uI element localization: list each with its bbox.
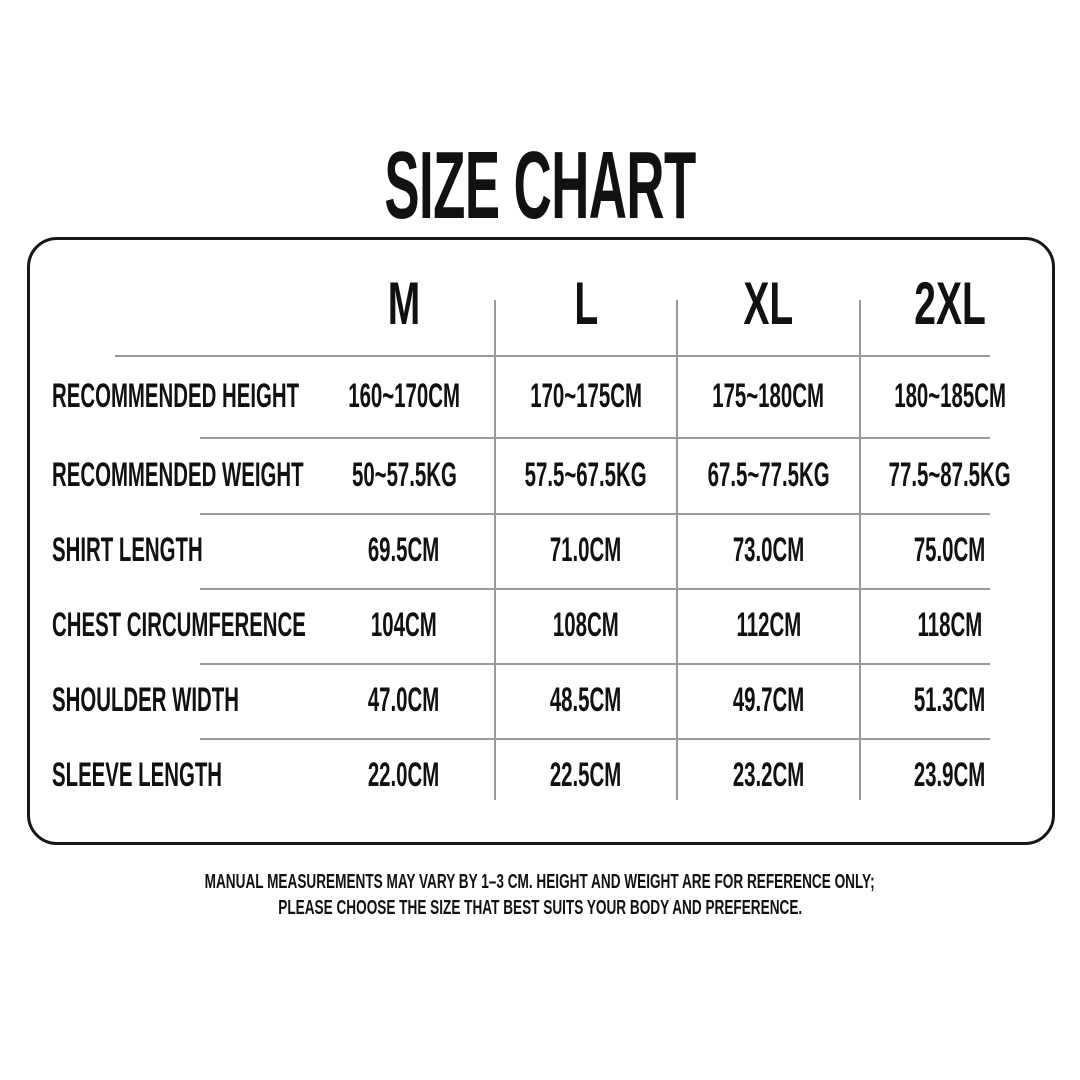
row-divider-line xyxy=(200,437,990,439)
cell-value: 23.9CM xyxy=(914,755,986,794)
row-label-sleeve-length: SLEEVE LENGTH xyxy=(30,738,313,812)
row-divider-line xyxy=(200,513,990,515)
cell-value: 22.5CM xyxy=(550,755,622,794)
page-title: SIZE CHART xyxy=(0,138,1080,234)
row-label-chest-circumference: CHEST CIRCUMFERENCE xyxy=(30,588,313,663)
column-divider-line xyxy=(494,300,496,800)
cell-value: 75.0CM xyxy=(914,531,986,569)
column-divider-line xyxy=(676,300,678,800)
row-divider-line xyxy=(200,738,990,740)
cell-value: 71.0CM xyxy=(550,531,622,569)
column-header-2xl: 2XL xyxy=(860,240,1040,355)
column-header-xl-label: XL xyxy=(743,270,794,337)
cell-value: 112CM xyxy=(736,606,801,644)
row-label-text: SHIRT LENGTH xyxy=(52,531,203,569)
column-header-m: M xyxy=(313,240,495,355)
footnote-line-2-text: PLEASE CHOOSE THE SIZE THAT BEST SUITS Y… xyxy=(278,897,802,919)
cell-shoulder-2xl: 51.3CM xyxy=(860,663,1040,738)
cell-weight-xl: 67.5~77.5KG xyxy=(677,437,860,513)
footnote: MANUAL MEASUREMENTS MAY VARY BY 1–3 CM. … xyxy=(0,869,1080,921)
cell-shirt-length-l: 71.0CM xyxy=(495,513,677,588)
cell-value: 57.5~67.5KG xyxy=(525,455,647,494)
cell-value: 48.5CM xyxy=(550,681,622,719)
cell-value: 160~170CM xyxy=(348,376,460,415)
row-label-text: CHEST CIRCUMFERENCE xyxy=(52,606,306,644)
row-label-recommended-height: RECOMMENDED HEIGHT xyxy=(30,355,313,437)
column-header-l: L xyxy=(495,240,677,355)
cell-chest-2xl: 118CM xyxy=(860,588,1040,663)
cell-value: 180~185CM xyxy=(894,376,1006,415)
column-header-l-label: L xyxy=(574,270,598,337)
row-label-text: RECOMMENDED WEIGHT xyxy=(52,455,304,494)
cell-value: 77.5~87.5KG xyxy=(889,455,1011,494)
row-label-text: RECOMMENDED HEIGHT xyxy=(52,376,300,415)
cell-weight-l: 57.5~67.5KG xyxy=(495,437,677,513)
cell-shoulder-l: 48.5CM xyxy=(495,663,677,738)
cell-value: 49.7CM xyxy=(732,681,805,719)
footnote-line-1-text: MANUAL MEASUREMENTS MAY VARY BY 1–3 CM. … xyxy=(204,871,875,893)
size-chart-card: M L XL 2XL RECOMMENDED HEIGHT 160~170CM … xyxy=(27,237,1055,845)
cell-value: 22.0CM xyxy=(368,755,440,794)
column-header-m-label: M xyxy=(387,270,421,337)
cell-value: 104CM xyxy=(371,606,437,644)
footnote-line-1: MANUAL MEASUREMENTS MAY VARY BY 1–3 CM. … xyxy=(0,869,1080,895)
corner-cell xyxy=(30,240,313,355)
column-divider-line xyxy=(859,300,861,800)
row-label-recommended-weight: RECOMMENDED WEIGHT xyxy=(30,437,313,513)
cell-weight-2xl: 77.5~87.5KG xyxy=(860,437,1040,513)
row-label-shirt-length: SHIRT LENGTH xyxy=(30,513,313,588)
column-header-2xl-label: 2XL xyxy=(914,270,986,337)
cell-sleeve-xl: 23.2CM xyxy=(677,738,860,812)
cell-sleeve-2xl: 23.9CM xyxy=(860,738,1040,812)
row-label-shoulder-width: SHOULDER WIDTH xyxy=(30,663,313,738)
row-divider-line xyxy=(200,663,990,665)
cell-sleeve-m: 22.0CM xyxy=(313,738,495,812)
cell-height-2xl: 180~185CM xyxy=(860,355,1040,437)
cell-height-m: 160~170CM xyxy=(313,355,495,437)
cell-value: 23.2CM xyxy=(732,755,805,794)
header-underline xyxy=(115,355,990,357)
cell-chest-m: 104CM xyxy=(313,588,495,663)
cell-value: 118CM xyxy=(917,606,983,644)
cell-value: 50~57.5KG xyxy=(351,455,457,494)
cell-value: 51.3CM xyxy=(914,681,986,719)
cell-value: 69.5CM xyxy=(368,531,440,569)
cell-sleeve-l: 22.5CM xyxy=(495,738,677,812)
cell-value: 175~180CM xyxy=(712,376,825,415)
cell-value: 73.0CM xyxy=(732,531,805,569)
cell-shirt-length-m: 69.5CM xyxy=(313,513,495,588)
page-title-text: SIZE CHART xyxy=(384,132,696,239)
footnote-line-2: PLEASE CHOOSE THE SIZE THAT BEST SUITS Y… xyxy=(0,895,1080,921)
cell-shoulder-m: 47.0CM xyxy=(313,663,495,738)
cell-height-xl: 175~180CM xyxy=(677,355,860,437)
cell-value: 47.0CM xyxy=(368,681,440,719)
cell-chest-l: 108CM xyxy=(495,588,677,663)
cell-shoulder-xl: 49.7CM xyxy=(677,663,860,738)
cell-height-l: 170~175CM xyxy=(495,355,677,437)
column-header-xl: XL xyxy=(677,240,860,355)
cell-value: 170~175CM xyxy=(530,376,642,415)
cell-chest-xl: 112CM xyxy=(677,588,860,663)
cell-value: 108CM xyxy=(553,606,619,644)
cell-shirt-length-xl: 73.0CM xyxy=(677,513,860,588)
row-label-text: SHOULDER WIDTH xyxy=(52,681,239,719)
cell-weight-m: 50~57.5KG xyxy=(313,437,495,513)
size-table: M L XL 2XL RECOMMENDED HEIGHT 160~170CM … xyxy=(30,240,1040,812)
cell-value: 67.5~77.5KG xyxy=(707,455,830,494)
row-label-text: SLEEVE LENGTH xyxy=(52,755,223,794)
cell-shirt-length-2xl: 75.0CM xyxy=(860,513,1040,588)
row-divider-line xyxy=(200,588,990,590)
